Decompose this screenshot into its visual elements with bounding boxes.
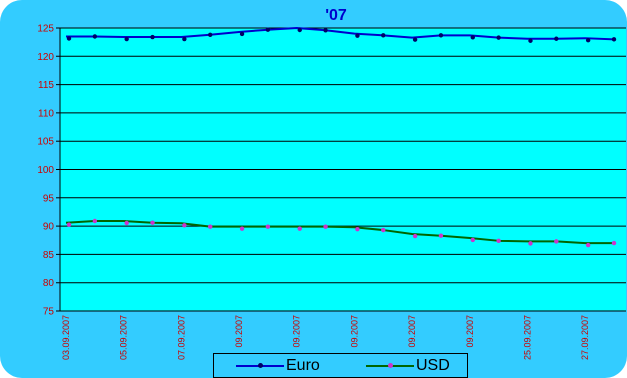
data-point-euro <box>297 27 302 33</box>
data-point-usd <box>554 239 559 244</box>
data-point-usd <box>265 224 271 229</box>
x-tick-label: 09.2007 <box>292 315 302 348</box>
data-point-usd <box>92 218 98 224</box>
data-point-usd <box>150 220 155 225</box>
legend-marker-euro <box>258 363 263 368</box>
y-tick-label: 100 <box>37 165 54 176</box>
data-point-usd <box>355 227 360 232</box>
series-line-usd <box>65 220 614 245</box>
data-point-usd <box>208 224 213 229</box>
data-point-usd <box>611 240 617 246</box>
data-point-euro <box>355 33 360 38</box>
y-tick-label: 125 <box>37 24 54 35</box>
y-tick-label: 105 <box>37 137 54 148</box>
data-point-euro <box>182 36 187 42</box>
x-tick-label: 07.09.2007 <box>176 315 186 360</box>
data-point-usd <box>124 220 129 226</box>
data-point-euro <box>611 37 617 42</box>
x-tick-label: 09.2007 <box>465 315 475 348</box>
data-point-euro <box>239 31 245 37</box>
y-tick-label: 110 <box>38 108 54 119</box>
data-point-euro <box>470 35 475 40</box>
x-tick-label: 03.09.2007 <box>61 315 71 360</box>
data-point-euro <box>208 32 213 37</box>
data-point-euro <box>92 34 98 39</box>
chart-title: '07 <box>325 7 347 24</box>
y-tick-label: 115 <box>38 80 54 91</box>
legend-marker-usd <box>388 363 393 368</box>
y-tick-label: 120 <box>37 52 54 63</box>
series-line-euro <box>66 27 615 41</box>
data-point-euro <box>585 37 591 43</box>
legend-label-usd: USD <box>416 357 450 374</box>
data-point-usd <box>381 227 386 233</box>
data-point-usd <box>239 226 245 231</box>
data-point-usd <box>412 233 418 239</box>
data-point-euro <box>124 36 129 42</box>
data-point-usd <box>182 223 187 228</box>
data-point-usd <box>438 233 444 238</box>
data-point-usd <box>66 222 72 227</box>
data-point-usd <box>297 226 302 231</box>
data-point-euro <box>496 35 501 40</box>
x-tick-label: 05.09.2007 <box>119 315 129 360</box>
y-tick-label: 75 <box>43 307 55 318</box>
y-tick-label: 85 <box>43 250 55 261</box>
legend: Euro USD <box>213 353 468 378</box>
legend-label-euro: Euro <box>286 357 320 374</box>
data-point-euro <box>554 36 559 41</box>
data-point-euro <box>381 33 386 38</box>
y-tick-label: 95 <box>43 193 55 204</box>
x-tick-label: 09.2007 <box>407 315 417 348</box>
data-point-euro <box>528 38 533 43</box>
data-point-usd <box>323 224 328 229</box>
data-point-euro <box>265 27 271 32</box>
x-tick-label: 25.09.2007 <box>522 315 532 360</box>
y-tick-label: 90 <box>43 222 55 233</box>
legend-item-usd: USD <box>366 355 450 377</box>
x-tick-label: 09.2007 <box>349 315 359 348</box>
data-point-euro <box>412 37 418 42</box>
x-tick-label: 27.09.2007 <box>580 315 590 360</box>
data-point-euro <box>323 28 328 33</box>
data-point-usd <box>528 241 533 246</box>
data-point-euro <box>150 34 155 40</box>
legend-swatch-euro <box>236 363 284 368</box>
data-point-usd <box>585 242 591 248</box>
data-point-euro <box>438 33 444 38</box>
legend-item-euro: Euro <box>236 355 320 377</box>
y-tick-label: 80 <box>43 278 55 289</box>
data-point-euro <box>66 36 72 41</box>
x-tick-label: 09.2007 <box>234 315 244 348</box>
data-point-usd <box>496 238 501 244</box>
data-point-usd <box>470 237 475 243</box>
legend-swatch-usd <box>366 363 414 368</box>
